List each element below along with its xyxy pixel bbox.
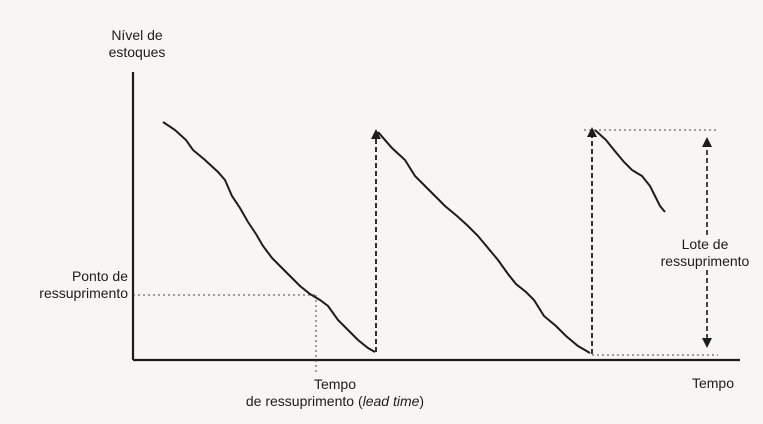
inventory-curve-cycle-2 bbox=[377, 131, 591, 354]
inventory-curve-cycle-1 bbox=[162, 121, 376, 353]
inventory-curve-cycle-3 bbox=[594, 129, 666, 213]
lead-time-prefix: de ressuprimento ( bbox=[245, 393, 363, 409]
lead-time-label: Tempo de ressuprimento (lead time) bbox=[245, 376, 425, 409]
lead-time-italic: lead time bbox=[362, 393, 420, 409]
x-axis-label: Tempo bbox=[691, 375, 735, 391]
lot-size-label: Lote de ressuprimento bbox=[649, 236, 761, 270]
reorder-point-label: Ponto de ressuprimento bbox=[39, 268, 128, 301]
y-axis-label: Nível de estoques bbox=[108, 27, 166, 60]
lead-time-suffix: ) bbox=[419, 393, 425, 409]
